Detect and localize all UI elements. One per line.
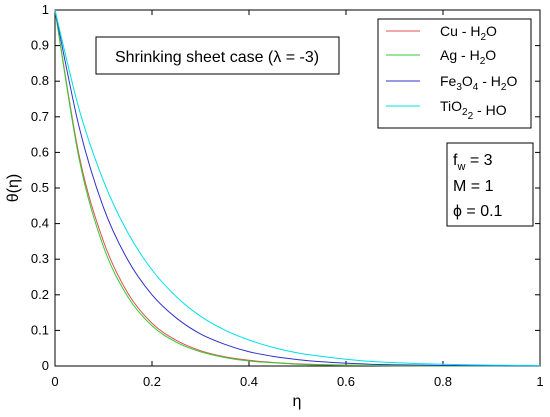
y-tick-label: 0.8 bbox=[31, 73, 49, 88]
y-tick-label: 0 bbox=[42, 358, 49, 373]
y-tick-label: 0.4 bbox=[31, 216, 49, 231]
legend-label-3: TiO22 - HO bbox=[440, 98, 507, 122]
legend-box bbox=[377, 18, 532, 129]
params-box-frame bbox=[446, 142, 534, 227]
series-line-2 bbox=[54, 9, 541, 367]
series-line-3 bbox=[54, 9, 541, 367]
legend: Cu - H2O Ag - H2O Fe3O4 - H2O TiO22 - HO bbox=[377, 18, 532, 129]
y-tick-label: 1 bbox=[42, 2, 49, 17]
x-tick-label: 0.8 bbox=[434, 374, 452, 389]
y-tick-label: 0.5 bbox=[31, 180, 49, 195]
case-annotation-text: Shrinking sheet case (λ = -3) bbox=[115, 49, 319, 66]
y-tick-label: 0.2 bbox=[31, 287, 49, 302]
y-tick-label: 0.9 bbox=[31, 38, 49, 53]
series-lines bbox=[54, 9, 541, 367]
param-phi: ϕ = 0.1 bbox=[453, 203, 503, 220]
y-tick-label: 0.1 bbox=[31, 322, 49, 337]
params-box: fw = 3 M = 1 ϕ = 0.1 bbox=[446, 142, 534, 227]
legend-label-2: Fe3O4 - H2O bbox=[440, 73, 517, 93]
legend-label-0: Cu - H2O bbox=[440, 23, 497, 43]
param-m: M = 1 bbox=[453, 178, 494, 195]
y-tick-label: 0.6 bbox=[31, 144, 49, 159]
x-tick-label: 0.6 bbox=[337, 374, 355, 389]
x-tick-label: 0.4 bbox=[240, 374, 258, 389]
ticks: 0 0.2 0.4 0.6 0.8 1 0 0.1 0.2 0.3 0.4 0.5 0.6 0.7 0.8 0… bbox=[31, 2, 544, 389]
x-tick-label: 0.2 bbox=[143, 374, 161, 389]
case-annotation-box bbox=[95, 36, 340, 75]
y-tick-label: 0.3 bbox=[31, 251, 49, 266]
x-axis-label: η bbox=[293, 393, 302, 410]
param-fw: fw = 3 bbox=[453, 152, 493, 173]
case-annotation: Shrinking sheet case (λ = -3) bbox=[95, 36, 340, 75]
y-axis-label: θ(η) bbox=[5, 174, 22, 202]
x-tick-label: 0 bbox=[51, 374, 58, 389]
legend-label-1: Ag - H2O bbox=[440, 47, 496, 67]
y-tick-label: 0.7 bbox=[31, 109, 49, 124]
x-tick-label: 1 bbox=[536, 374, 543, 389]
